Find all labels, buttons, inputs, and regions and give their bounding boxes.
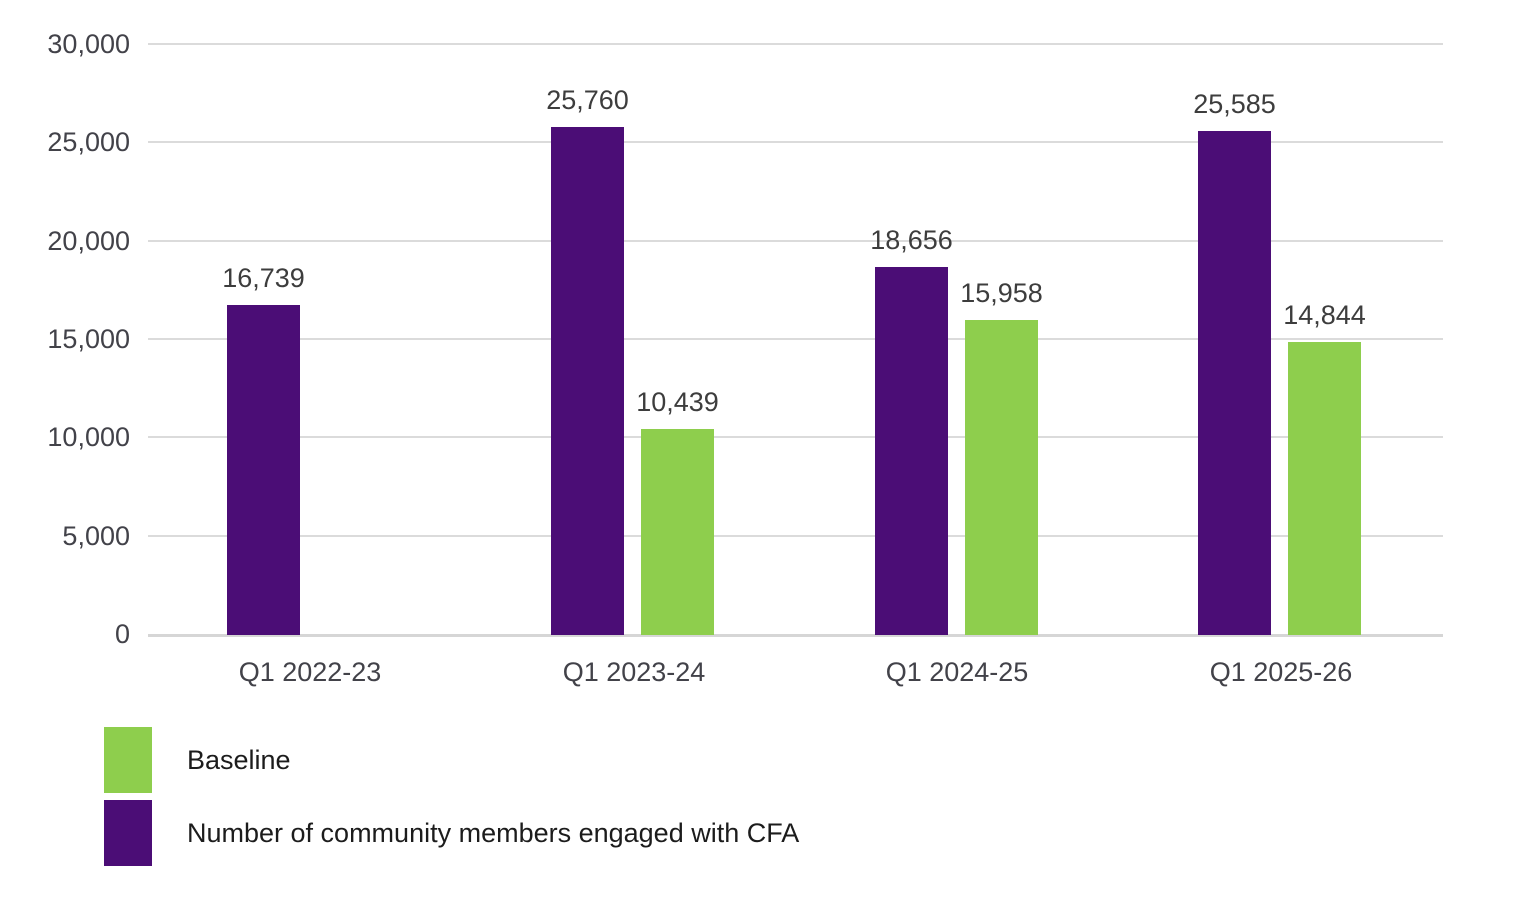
x-axis-category-label: Q1 2024-25 [885,657,1029,687]
legend-item-baseline: Baseline [104,727,291,793]
y-axis-tick-label: 5,000 [62,521,130,551]
bar-value-label: 14,844 [1283,300,1366,330]
bar-engaged [551,127,624,635]
gridline [148,141,1443,143]
bar-value-label: 25,585 [1193,89,1276,119]
y-axis-tick-label: 0 [114,619,130,649]
gridline [148,535,1443,537]
y-axis-tick-label: 10,000 [47,422,130,452]
bar-value-label: 15,958 [960,278,1043,308]
x-axis-category-label: Q1 2025-26 [1209,657,1353,687]
gridline [148,240,1443,242]
gridline [148,43,1443,45]
bar-engaged [227,305,300,635]
legend-item-engaged: Number of community members engaged with… [104,800,799,866]
x-axis-category-label: Q1 2023-24 [562,657,706,687]
legend-swatch-baseline [104,727,152,793]
x-axis-category-label: Q1 2022-23 [238,657,382,687]
gridline [148,338,1443,340]
legend-swatch-engaged [104,800,152,866]
bar-engaged [875,267,948,635]
y-axis-tick-label: 15,000 [47,324,130,354]
bar-baseline [1288,342,1361,635]
bar-value-label: 10,439 [636,387,719,417]
bar-value-label: 16,739 [222,263,305,293]
bar-value-label: 25,760 [546,85,629,115]
gridline [148,436,1443,438]
bar-baseline [641,429,714,635]
legend-label-engaged: Number of community members engaged with… [187,818,800,848]
bar-value-label: 18,656 [870,225,953,255]
bar-baseline [965,320,1038,635]
y-axis-tick-label: 30,000 [47,29,130,59]
y-axis-tick-label: 25,000 [47,127,130,157]
legend-label-baseline: Baseline [187,745,291,775]
y-axis-tick-label: 20,000 [47,226,130,256]
x-axis-line [148,634,1443,637]
bar-engaged [1198,131,1271,635]
